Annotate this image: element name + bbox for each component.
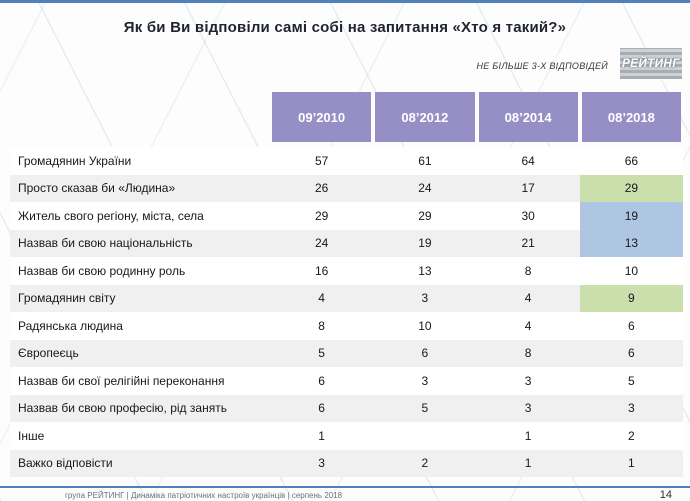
value-cell: 6 (318, 373, 325, 388)
note-max-answers: НЕ БІЛЬШЕ 3-Х ВІДПОВІДЕЙ (476, 61, 608, 71)
table-row: Громадянин світу 4 3 4 9 (10, 284, 683, 312)
row-label: Назвав би свою національність (18, 236, 193, 251)
value-cell: 61 (418, 153, 432, 168)
column-header: 08’2018 (581, 92, 681, 142)
table-row: Просто сказав би «Людина» 26 24 17 29 (10, 174, 683, 202)
table-row: Назвав би свою родинну роль 16 13 8 10 (10, 257, 683, 285)
column-header: 08’2014 (478, 92, 578, 142)
table-row: Громадянин України 57 61 64 66 (10, 147, 683, 175)
table-row: Європеєць 5 6 8 6 (10, 339, 683, 367)
row-label: Назвав би свою професію, рід занять (18, 401, 227, 416)
top-accent-line (0, 0, 690, 3)
value-cell: 24 (418, 181, 432, 196)
value-cell: 5 (421, 401, 429, 416)
value-cell: 3 (318, 456, 325, 471)
logo-text: РЕЙТИНГ (622, 57, 680, 70)
table-body: Громадянин України 57 61 64 66 Просто сказав … (10, 147, 683, 477)
value-cell: 17 (521, 181, 535, 196)
value-cell: 9 (579, 284, 683, 312)
value-cell: 13 (579, 229, 683, 257)
value-cell: 8 (524, 263, 532, 278)
row-label: Важко відповісти (18, 456, 113, 471)
rating-group-logo: РЕЙТИНГ (620, 48, 682, 79)
value-cell: 4 (524, 291, 532, 306)
value-cell: 4 (524, 318, 532, 333)
value-cell: 6 (628, 318, 635, 333)
value-cell: 26 (314, 181, 329, 196)
header-spacer (10, 92, 270, 142)
value-cell: 30 (521, 208, 535, 223)
value-cell: 5 (318, 346, 325, 361)
value-cell: 16 (314, 263, 329, 278)
value-cell: 4 (318, 291, 325, 306)
row-label: Назвав би свої релігійні переконання (18, 373, 225, 388)
value-cell: 3 (524, 373, 532, 388)
row-label: Інше (18, 428, 45, 443)
table-row: Інше 1 1 2 (10, 422, 683, 450)
row-label: Просто сказав би «Людина» (18, 181, 176, 196)
value-cell: 10 (624, 263, 639, 278)
value-cell: 6 (421, 346, 429, 361)
row-label: Житель свого регіону, міста, села (18, 208, 204, 223)
page-title: Як би Ви відповіли самі собі на запитанн… (123, 19, 567, 36)
value-cell: 1 (524, 456, 532, 471)
column-header: 08’2012 (375, 92, 475, 142)
value-cell: 5 (628, 373, 635, 388)
page-number: 14 (659, 489, 672, 501)
value-cell: 29 (579, 174, 683, 202)
value-cell: 19 (418, 236, 432, 251)
table-row: Радянська людина 8 10 4 6 (10, 312, 683, 340)
footer-caption: група РЕЙТИНГ | Динаміка патріотичних на… (65, 491, 343, 500)
value-cell: 66 (624, 153, 639, 168)
survey-results-table: 09’2010 08’2012 08’2014 08’2018 Громадянин … (10, 92, 683, 477)
value-cell: 8 (318, 318, 325, 333)
value-cell: 13 (418, 263, 432, 278)
table-row: Важко відповісти 3 2 1 1 (10, 449, 683, 477)
table-row: Назвав би свою національність 24 19 21 13 (10, 229, 683, 257)
row-label: Назвав би свою родинну роль (18, 263, 186, 278)
row-label: Європеєць (18, 346, 79, 361)
value-cell: 3 (421, 373, 429, 388)
value-cell: 64 (521, 153, 535, 168)
value-cell: 1 (628, 456, 635, 471)
value-cell: 29 (314, 208, 329, 223)
value-cell (373, 422, 476, 450)
value-cell: 24 (314, 236, 329, 251)
value-cell: 29 (418, 208, 432, 223)
value-cell: 3 (524, 401, 532, 416)
value-cell: 2 (421, 456, 429, 471)
row-label: Радянська людина (18, 318, 123, 333)
value-cell: 6 (628, 346, 635, 361)
value-cell: 19 (579, 202, 683, 230)
value-cell: 3 (628, 401, 635, 416)
table-row: Назвав би свої релігійні переконання 6 3 3 5 (10, 367, 683, 395)
value-cell: 6 (318, 401, 325, 416)
value-cell: 57 (314, 153, 329, 168)
value-cell: 1 (524, 428, 532, 443)
value-cell: 1 (318, 428, 325, 443)
table-header-row: 09’2010 08’2012 08’2014 08’2018 (10, 92, 683, 142)
row-label: Громадянин світу (18, 291, 116, 306)
bottom-accent-line (0, 486, 690, 488)
value-cell: 3 (421, 291, 429, 306)
value-cell: 21 (521, 236, 535, 251)
column-header: 09’2010 (272, 92, 372, 142)
table-row: Житель свого регіону, міста, села 29 29 30 1… (10, 202, 683, 230)
value-cell: 8 (524, 346, 532, 361)
value-cell: 10 (418, 318, 432, 333)
table-row: Назвав би свою професію, рід занять 6 5 3 3 (10, 394, 683, 422)
value-cell: 2 (628, 428, 635, 443)
row-label: Громадянин України (18, 153, 132, 168)
